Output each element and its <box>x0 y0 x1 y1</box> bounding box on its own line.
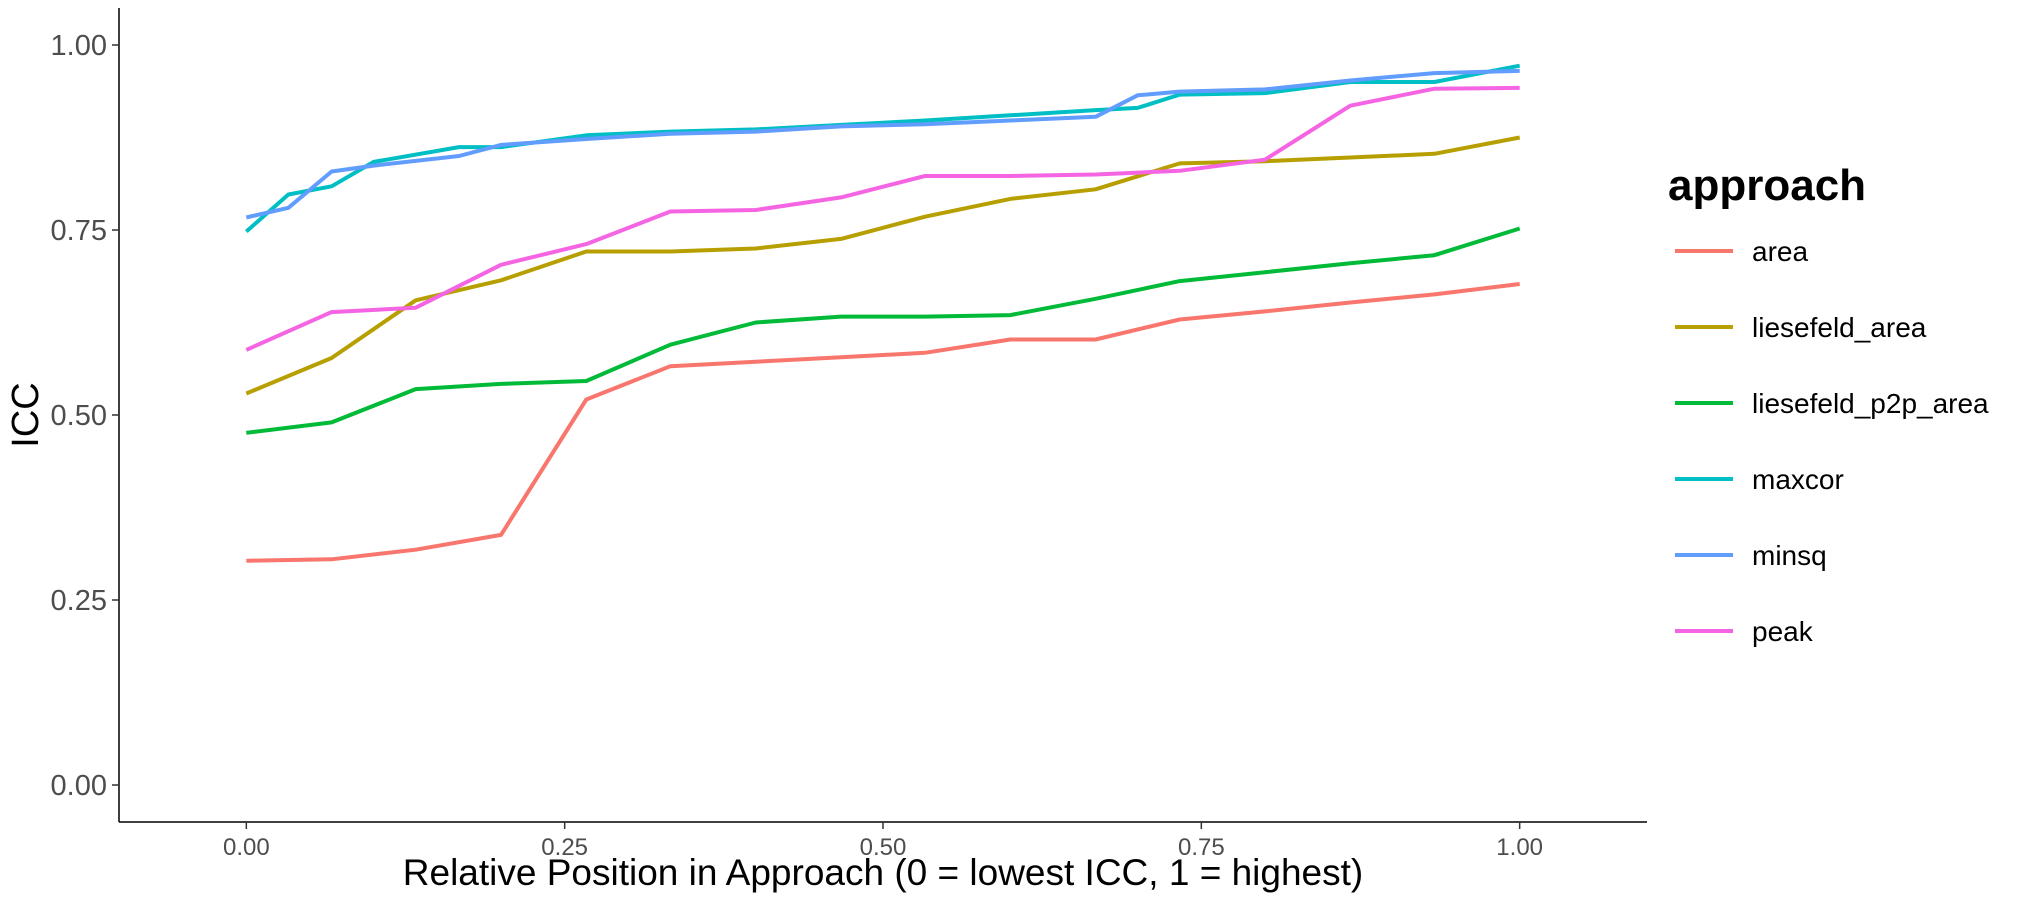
x-axis-title: Relative Position in Approach (0 = lowes… <box>403 852 1363 893</box>
y-tick-label: 0.00 <box>51 770 107 802</box>
y-axis-ticks: 0.00 0.25 0.50 0.75 1.00 <box>51 30 119 802</box>
legend-title: approach <box>1668 161 1866 210</box>
legend-label-area: area <box>1752 236 1808 267</box>
legend-label-peak: peak <box>1752 616 1814 647</box>
series-line-liesefeld_area <box>245 135 1521 396</box>
x-tick-label: 0.50 <box>860 834 907 861</box>
legend: approach area liesefeld_area liesefeld_p2p… <box>1668 161 1989 647</box>
legend-label-minsq: minsq <box>1752 540 1827 571</box>
x-axis-ticks: 0.00 0.25 0.50 0.75 1.00 <box>223 822 1543 861</box>
series-line-minsq <box>245 68 1520 220</box>
y-tick-label: 0.75 <box>51 215 107 247</box>
legend-label-liesefeld_p2p_area: liesefeld_p2p_area <box>1752 388 1989 419</box>
series-line-area <box>246 282 1520 563</box>
x-tick-label: 0.75 <box>1178 834 1225 861</box>
series-lines <box>244 63 1521 563</box>
y-axis-title: ICC <box>5 382 47 447</box>
x-tick-label: 1.00 <box>1496 834 1543 861</box>
y-tick-label: 1.00 <box>51 30 107 62</box>
series-line-peak <box>245 85 1520 352</box>
legend-label-liesefeld_area: liesefeld_area <box>1752 312 1927 343</box>
x-tick-label: 0.25 <box>541 834 588 861</box>
series-line-maxcor <box>244 63 1521 234</box>
legend-label-maxcor: maxcor <box>1752 464 1844 495</box>
x-tick-label: 0.00 <box>223 834 270 861</box>
y-tick-label: 0.25 <box>51 585 107 617</box>
series-line-liesefeld_p2p_area <box>246 226 1521 435</box>
y-tick-label: 0.50 <box>51 400 107 432</box>
